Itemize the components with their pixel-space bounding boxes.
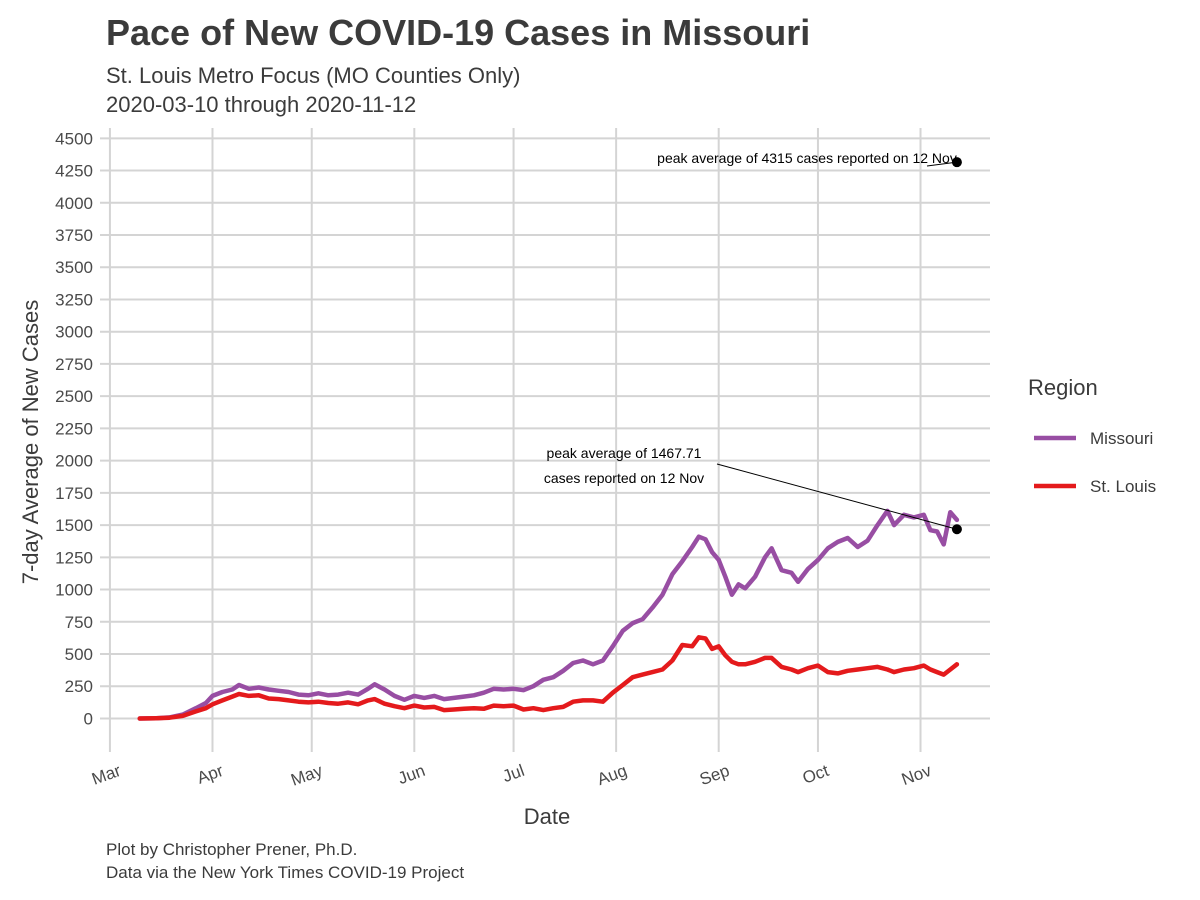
series-line-st-louis <box>137 635 960 721</box>
annotation-leader-line <box>926 161 957 167</box>
x-tick-label: Jun <box>395 761 427 788</box>
y-gridlines <box>100 137 990 720</box>
y-tick-label: 3750 <box>55 226 93 245</box>
x-tick-label: Sep <box>697 761 732 789</box>
y-tick-label: 500 <box>65 645 93 664</box>
x-gridlines <box>108 128 922 752</box>
annotation-leader-line <box>716 463 958 530</box>
legend-items: Missouri St. Louis <box>1034 429 1156 496</box>
y-tick-label: 4250 <box>55 162 93 181</box>
y-tick-label: 1750 <box>55 484 93 503</box>
x-tick-label: Nov <box>899 761 934 789</box>
annotation-text: peak average of 4315 cases reported on 1… <box>657 150 957 166</box>
y-tick-label: 0 <box>84 709 93 728</box>
y-tick-label: 1000 <box>55 581 93 600</box>
legend: Region Missouri St. Louis <box>1028 375 1156 496</box>
y-tick-label: 1500 <box>55 516 93 535</box>
y-tick-label: 2000 <box>55 452 93 471</box>
series-line-missouri <box>137 508 960 721</box>
caption-line-1: Plot by Christopher Prener, Ph.D. <box>106 840 357 859</box>
y-tick-label: 3500 <box>55 258 93 277</box>
y-tick-label: 750 <box>65 613 93 632</box>
legend-title: Region <box>1028 375 1098 400</box>
caption-line-2: Data via the New York Times COVID-19 Pro… <box>106 863 464 882</box>
chart-title: Pace of New COVID-19 Cases in Missouri <box>106 12 810 53</box>
y-axis-tick-labels: 0 250 500 750 1000 1250 1500 1750 2000 2250 2500 27… <box>55 129 93 728</box>
annotation-text: cases reported on 12 Nov <box>544 470 704 486</box>
y-tick-label: 4500 <box>55 129 93 148</box>
y-tick-label: 4000 <box>55 194 93 213</box>
x-axis-tick-labels: Mar Apr May Jun Jul Aug Sep Oct Nov <box>89 761 934 790</box>
x-axis-title: Date <box>524 804 570 829</box>
y-tick-label: 3250 <box>55 290 93 309</box>
annotations: peak average of 4315 cases reported on 1… <box>544 150 962 535</box>
x-tick-label: May <box>288 761 325 790</box>
peak-point-st-louis <box>951 524 962 535</box>
y-tick-label: 2250 <box>55 419 93 438</box>
y-tick-label: 3000 <box>55 323 93 342</box>
x-tick-label: Mar <box>89 761 123 789</box>
x-tick-label: Oct <box>800 761 832 788</box>
chart-subtitle-line-1: St. Louis Metro Focus (MO Counties Only) <box>106 63 520 88</box>
chart-subtitle-line-2: 2020-03-10 through 2020-11-12 <box>106 92 416 117</box>
x-tick-label: Aug <box>595 761 630 789</box>
y-tick-label: 1250 <box>55 548 93 567</box>
y-tick-label: 250 <box>65 677 93 696</box>
y-tick-label: 2500 <box>55 387 93 406</box>
legend-label: St. Louis <box>1090 477 1156 496</box>
annotation-text: peak average of 1467.71 <box>547 445 702 461</box>
y-tick-label: 2750 <box>55 355 93 374</box>
legend-label: Missouri <box>1090 429 1153 448</box>
x-tick-label: Apr <box>194 761 226 788</box>
y-axis-title: 7-day Average of New Cases <box>18 300 43 585</box>
series-lines <box>137 508 960 721</box>
peak-point-missouri <box>951 157 962 168</box>
x-tick-label: Jul <box>500 761 527 786</box>
